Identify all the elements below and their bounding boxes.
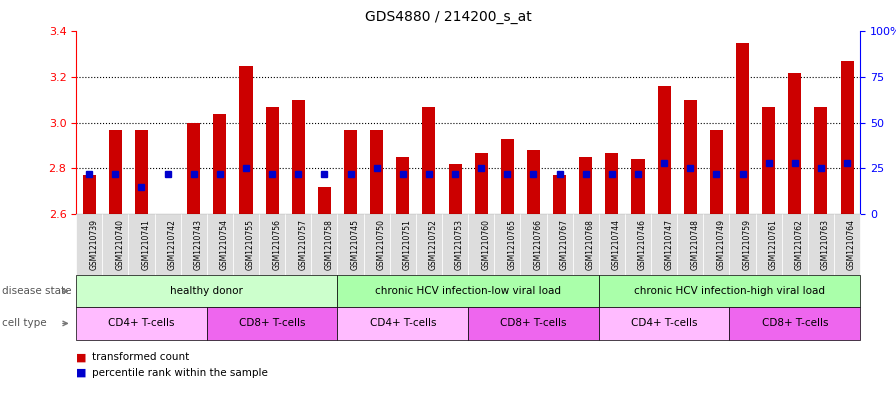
Text: GSM1210757: GSM1210757 xyxy=(298,219,307,270)
Bar xyxy=(501,139,514,214)
Bar xyxy=(344,130,358,214)
Text: GSM1210753: GSM1210753 xyxy=(455,219,464,270)
Bar xyxy=(840,61,854,214)
Bar xyxy=(684,100,697,214)
Text: GSM1210744: GSM1210744 xyxy=(612,219,621,270)
Bar xyxy=(736,43,749,214)
Text: CD4+ T-cells: CD4+ T-cells xyxy=(631,318,697,329)
Text: GSM1210747: GSM1210747 xyxy=(664,219,673,270)
Bar xyxy=(318,187,331,214)
Text: CD4+ T-cells: CD4+ T-cells xyxy=(369,318,436,329)
Bar xyxy=(527,150,540,214)
Text: GSM1210767: GSM1210767 xyxy=(560,219,569,270)
Text: GSM1210746: GSM1210746 xyxy=(638,219,647,270)
Text: GSM1210745: GSM1210745 xyxy=(350,219,359,270)
Text: GSM1210741: GSM1210741 xyxy=(142,219,151,270)
Bar xyxy=(710,130,723,214)
Text: GSM1210742: GSM1210742 xyxy=(168,219,177,270)
Text: GSM1210756: GSM1210756 xyxy=(272,219,281,270)
Text: CD8+ T-cells: CD8+ T-cells xyxy=(500,318,567,329)
Bar xyxy=(187,123,201,214)
Text: CD4+ T-cells: CD4+ T-cells xyxy=(108,318,175,329)
Bar xyxy=(606,152,618,214)
Text: healthy donor: healthy donor xyxy=(170,286,244,296)
Bar xyxy=(135,130,148,214)
Bar xyxy=(396,157,409,214)
Text: GSM1210766: GSM1210766 xyxy=(533,219,542,270)
Bar xyxy=(213,114,227,214)
Text: GSM1210739: GSM1210739 xyxy=(90,219,99,270)
Bar xyxy=(814,107,828,214)
Bar xyxy=(82,175,96,214)
Text: cell type: cell type xyxy=(2,318,47,329)
Bar xyxy=(788,73,801,214)
Text: GSM1210768: GSM1210768 xyxy=(586,219,595,270)
Text: GSM1210761: GSM1210761 xyxy=(769,219,778,270)
Text: GSM1210760: GSM1210760 xyxy=(481,219,490,270)
Text: GSM1210755: GSM1210755 xyxy=(246,219,255,270)
Bar xyxy=(239,66,253,214)
Text: CD8+ T-cells: CD8+ T-cells xyxy=(762,318,828,329)
Bar xyxy=(475,152,487,214)
Text: GSM1210758: GSM1210758 xyxy=(324,219,333,270)
Text: CD8+ T-cells: CD8+ T-cells xyxy=(239,318,306,329)
Text: ■: ■ xyxy=(76,352,87,362)
Text: GSM1210752: GSM1210752 xyxy=(429,219,438,270)
Text: GSM1210754: GSM1210754 xyxy=(220,219,228,270)
Text: GSM1210765: GSM1210765 xyxy=(507,219,516,270)
Text: GSM1210751: GSM1210751 xyxy=(403,219,412,270)
Bar xyxy=(265,107,279,214)
Text: GSM1210762: GSM1210762 xyxy=(795,219,804,270)
Text: GSM1210748: GSM1210748 xyxy=(690,219,699,270)
Bar xyxy=(762,107,775,214)
Text: chronic HCV infection-low viral load: chronic HCV infection-low viral load xyxy=(375,286,561,296)
Text: disease state: disease state xyxy=(2,286,72,296)
Text: chronic HCV infection-high viral load: chronic HCV infection-high viral load xyxy=(634,286,825,296)
Bar xyxy=(108,130,122,214)
Bar xyxy=(632,160,644,214)
Text: GSM1210759: GSM1210759 xyxy=(743,219,752,270)
Text: GSM1210740: GSM1210740 xyxy=(116,219,125,270)
Text: GSM1210750: GSM1210750 xyxy=(376,219,385,270)
Bar xyxy=(370,130,383,214)
Bar xyxy=(579,157,592,214)
Bar xyxy=(449,164,461,214)
Bar xyxy=(292,100,305,214)
Bar xyxy=(422,107,435,214)
Text: percentile rank within the sample: percentile rank within the sample xyxy=(92,368,268,378)
Text: GDS4880 / 214200_s_at: GDS4880 / 214200_s_at xyxy=(365,10,531,24)
Text: transformed count: transformed count xyxy=(92,352,190,362)
Text: GSM1210743: GSM1210743 xyxy=(194,219,202,270)
Text: GSM1210763: GSM1210763 xyxy=(821,219,830,270)
Text: GSM1210764: GSM1210764 xyxy=(847,219,856,270)
Text: ■: ■ xyxy=(76,368,87,378)
Text: GSM1210749: GSM1210749 xyxy=(717,219,726,270)
Bar xyxy=(658,86,671,214)
Bar xyxy=(553,175,566,214)
